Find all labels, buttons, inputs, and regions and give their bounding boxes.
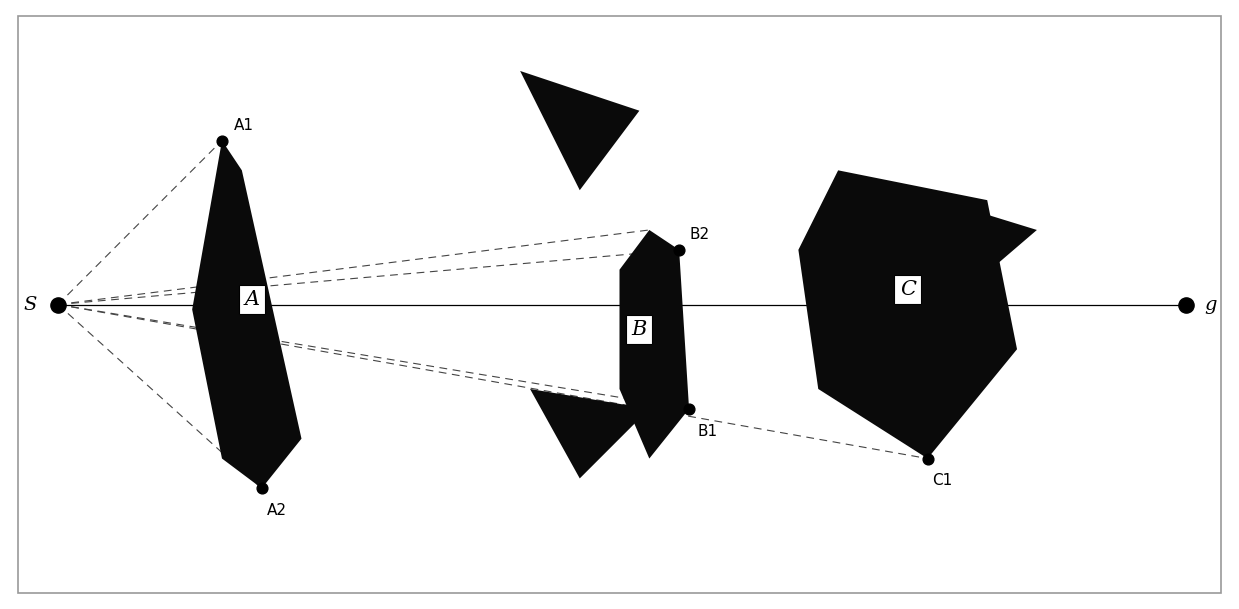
Point <box>669 245 689 255</box>
Polygon shape <box>530 389 649 479</box>
Point <box>48 300 68 309</box>
Point <box>679 404 699 414</box>
Text: C: C <box>900 280 916 299</box>
Text: B1: B1 <box>698 424 717 438</box>
Point <box>212 136 232 146</box>
Text: C1: C1 <box>933 473 953 488</box>
Text: B: B <box>632 320 647 339</box>
Text: S: S <box>24 295 37 314</box>
Text: g: g <box>1204 295 1217 314</box>
Point <box>1176 300 1196 309</box>
Point <box>918 454 938 463</box>
Polygon shape <box>798 171 1017 459</box>
Text: A2: A2 <box>266 503 286 518</box>
Polygon shape <box>520 71 639 190</box>
Polygon shape <box>908 190 1037 290</box>
Polygon shape <box>192 141 301 488</box>
Point <box>252 484 271 493</box>
Text: A: A <box>244 290 259 309</box>
Text: A1: A1 <box>234 118 254 133</box>
Polygon shape <box>620 230 689 459</box>
Text: B2: B2 <box>689 227 709 242</box>
